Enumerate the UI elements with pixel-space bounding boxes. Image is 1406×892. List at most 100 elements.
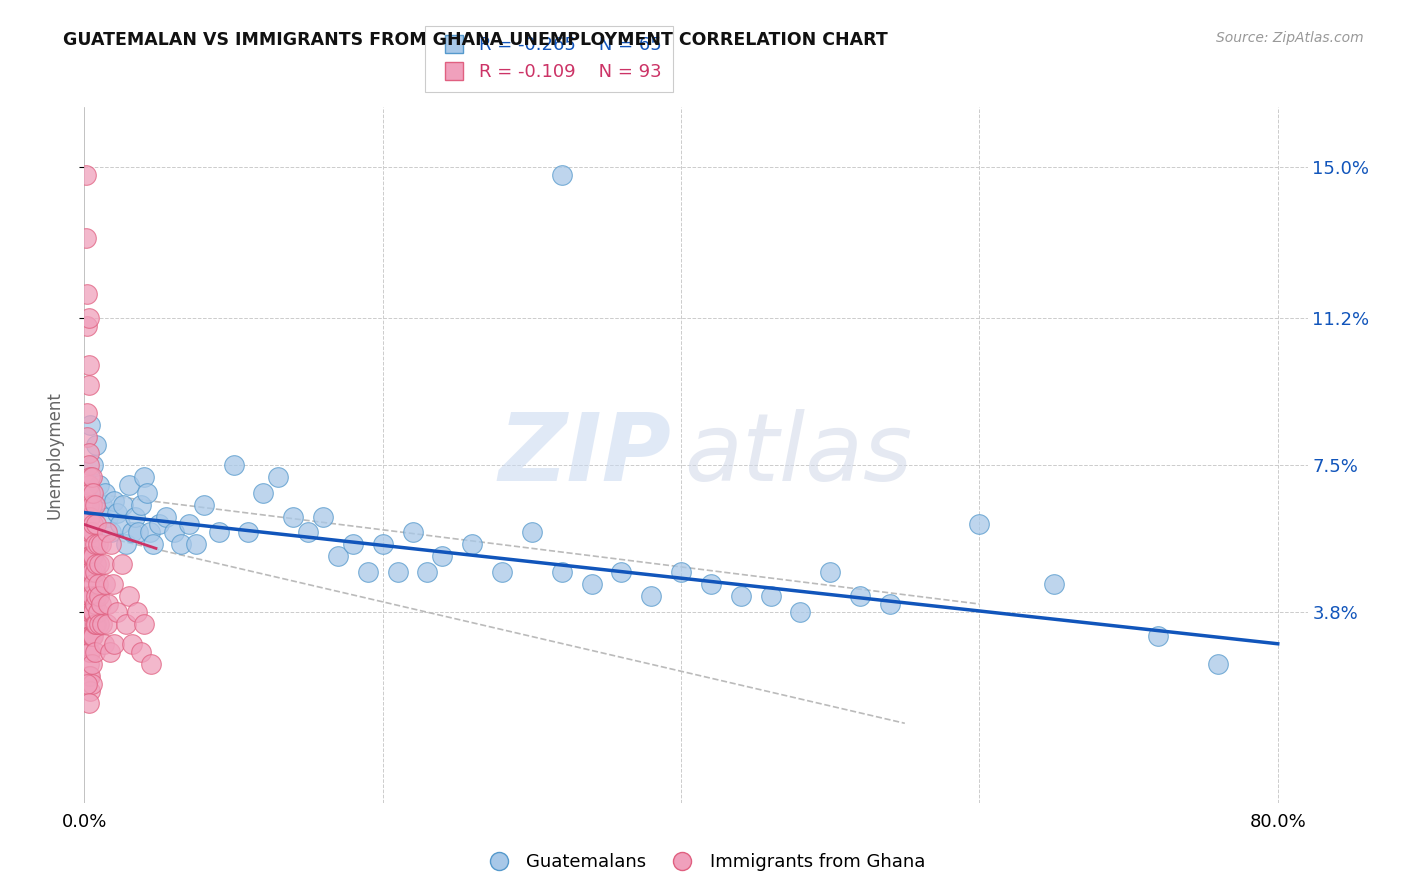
Point: [112, 498, 135, 512]
Point: [80, 629, 103, 643]
Point: [100, 525, 122, 540]
Point: [93, 637, 115, 651]
Point: [371, 537, 394, 551]
Point: [141, 657, 163, 671]
Point: [91, 498, 114, 512]
Point: [75, 231, 97, 245]
Point: [77, 549, 100, 564]
Point: [84, 517, 107, 532]
Point: [551, 168, 574, 182]
Point: [79, 668, 101, 682]
Point: [77, 525, 100, 540]
Point: [82, 549, 104, 564]
Point: [84, 589, 107, 603]
Point: [186, 537, 208, 551]
Point: [520, 525, 543, 540]
Point: [83, 498, 105, 512]
Point: [121, 525, 143, 540]
Point: [879, 597, 901, 611]
Point: [80, 605, 103, 619]
Point: [342, 537, 364, 551]
Legend: R = -0.265    N = 65, R = -0.109    N = 93: R = -0.265 N = 65, R = -0.109 N = 93: [425, 26, 673, 92]
Point: [87, 577, 110, 591]
Point: [700, 577, 723, 591]
Point: [283, 509, 305, 524]
Point: [77, 577, 100, 591]
Point: [76, 676, 98, 690]
Point: [91, 616, 114, 631]
Point: [77, 498, 100, 512]
Point: [79, 589, 101, 603]
Point: [79, 509, 101, 524]
Point: [121, 637, 143, 651]
Point: [77, 359, 100, 373]
Point: [100, 537, 122, 551]
Point: [132, 616, 155, 631]
Point: [818, 565, 841, 579]
Point: [759, 589, 782, 603]
Point: [401, 525, 423, 540]
Point: [969, 517, 991, 532]
Text: GUATEMALAN VS IMMIGRANTS FROM GHANA UNEMPLOYMENT CORRELATION CHART: GUATEMALAN VS IMMIGRANTS FROM GHANA UNEM…: [63, 31, 889, 49]
Point: [84, 438, 107, 452]
Point: [90, 537, 112, 551]
Point: [103, 637, 125, 651]
Point: [105, 506, 128, 520]
Point: [80, 525, 103, 540]
Point: [115, 537, 138, 551]
Point: [77, 565, 100, 579]
Point: [75, 168, 97, 182]
Point: [83, 616, 105, 631]
Point: [82, 577, 104, 591]
Point: [124, 509, 146, 524]
Point: [79, 645, 101, 659]
Point: [79, 549, 101, 564]
Point: [94, 577, 117, 591]
Point: [297, 525, 319, 540]
Point: [80, 470, 103, 484]
Point: [640, 589, 662, 603]
Point: [83, 645, 105, 659]
Point: [77, 537, 100, 551]
Point: [83, 565, 105, 579]
Point: [76, 430, 98, 444]
Point: [581, 577, 603, 591]
Point: [101, 577, 124, 591]
Y-axis label: Unemployment: Unemployment: [45, 391, 63, 519]
Point: [77, 605, 100, 619]
Point: [79, 629, 101, 643]
Point: [177, 517, 200, 532]
Point: [163, 525, 186, 540]
Point: [79, 470, 101, 484]
Point: [103, 493, 125, 508]
Point: [77, 477, 100, 491]
Point: [77, 697, 100, 711]
Point: [111, 558, 134, 572]
Point: [849, 589, 872, 603]
Point: [93, 558, 115, 572]
Point: [238, 525, 260, 540]
Point: [89, 477, 111, 491]
Point: [136, 485, 159, 500]
Point: [252, 485, 274, 500]
Point: [77, 446, 100, 460]
Point: [77, 589, 100, 603]
Point: [129, 645, 152, 659]
Point: [79, 684, 101, 698]
Point: [82, 605, 104, 619]
Point: [79, 565, 101, 579]
Point: [77, 616, 100, 631]
Point: [97, 509, 120, 524]
Point: [94, 485, 117, 500]
Point: [222, 458, 245, 472]
Point: [84, 558, 107, 572]
Point: [105, 605, 128, 619]
Point: [139, 525, 162, 540]
Point: [76, 406, 98, 420]
Point: [77, 668, 100, 682]
Point: [491, 565, 513, 579]
Point: [789, 605, 811, 619]
Point: [142, 537, 165, 551]
Text: Source: ZipAtlas.com: Source: ZipAtlas.com: [1216, 31, 1364, 45]
Point: [87, 537, 110, 551]
